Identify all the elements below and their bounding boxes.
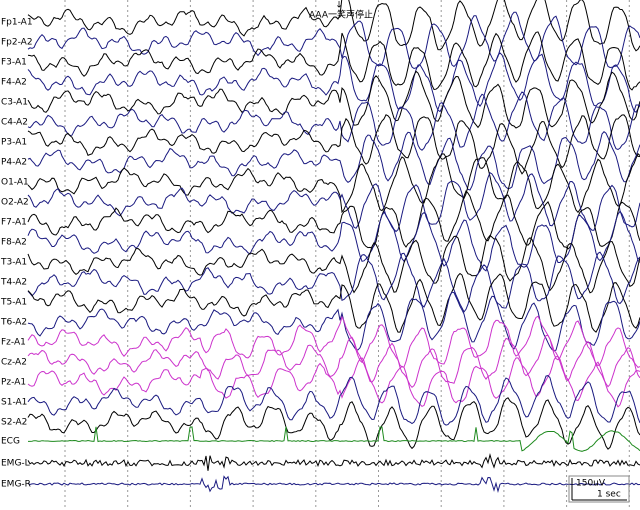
eeg-trace (27, 190, 640, 250)
channel-label: T6-A2 (0, 318, 27, 328)
channel-label: O2-A2 (1, 198, 29, 208)
eeg-trace (27, 335, 640, 388)
channel-label: T3-A1 (0, 258, 27, 268)
eeg-trace (27, 355, 640, 408)
channel-label: P3-A1 (1, 138, 27, 148)
channel-label: F3-A1 (1, 58, 27, 68)
channel-label: Fp2-A2 (1, 38, 33, 48)
scale-amplitude: 150uV (576, 479, 606, 489)
eeg-trace (27, 131, 640, 191)
eeg-trace (27, 70, 640, 129)
channel-label: Pz-A1 (1, 378, 26, 388)
channel-label: Fp1-A1 (1, 18, 33, 28)
channel-label: Cz-A2 (1, 358, 27, 368)
channel-label: S1-A1 (1, 398, 27, 408)
eeg-trace (27, 315, 640, 368)
eeg-trace (27, 52, 640, 113)
channel-label: F4-A2 (1, 78, 27, 88)
eeg-trace (27, 475, 640, 493)
eeg-trace (27, 171, 640, 233)
eeg-trace (27, 31, 640, 91)
eeg-trace (27, 114, 640, 175)
channel-label: EMG-L (1, 459, 30, 469)
traces (27, 0, 640, 493)
eeg-trace (27, 0, 640, 52)
channel-label: S2-A2 (1, 418, 27, 428)
channel-label: F7-A1 (1, 218, 27, 228)
channel-label: Fz-A1 (1, 338, 26, 348)
channel-labels: Fp1-A1 Fp2-A2 F3-A1 F4-A2 C3-A1 C4-A2 P3-A1 P4-… (0, 18, 33, 490)
channel-label: ECG (1, 437, 20, 447)
annotation-arrow: ↓ (335, 1, 343, 11)
eeg-trace (27, 272, 640, 333)
channel-label: F8-A2 (1, 238, 27, 248)
eeg-trace (27, 251, 640, 313)
eeg-trace (27, 452, 640, 471)
channel-label: EMG-R (1, 480, 31, 490)
channel-label: C4-A2 (1, 118, 28, 128)
scale-box (568, 475, 630, 503)
channel-label: P4-A2 (1, 158, 27, 168)
channel-label: T5-A1 (0, 298, 27, 308)
eeg-trace (27, 210, 640, 272)
scale-time: 1 sec (597, 490, 621, 500)
channel-label: C3-A1 (1, 98, 28, 108)
eeg-trace (27, 291, 640, 352)
eeg-trace (27, 152, 640, 214)
eeg-trace (27, 397, 640, 450)
eeg-trace (27, 234, 640, 294)
eeg-trace (28, 426, 640, 452)
annotation-text: AAA一笑声停止 (309, 9, 373, 21)
channel-label: O1-A1 (1, 178, 29, 188)
eeg-trace (27, 375, 640, 426)
channel-label: T4-A2 (0, 278, 27, 288)
eeg-trace (27, 11, 640, 70)
